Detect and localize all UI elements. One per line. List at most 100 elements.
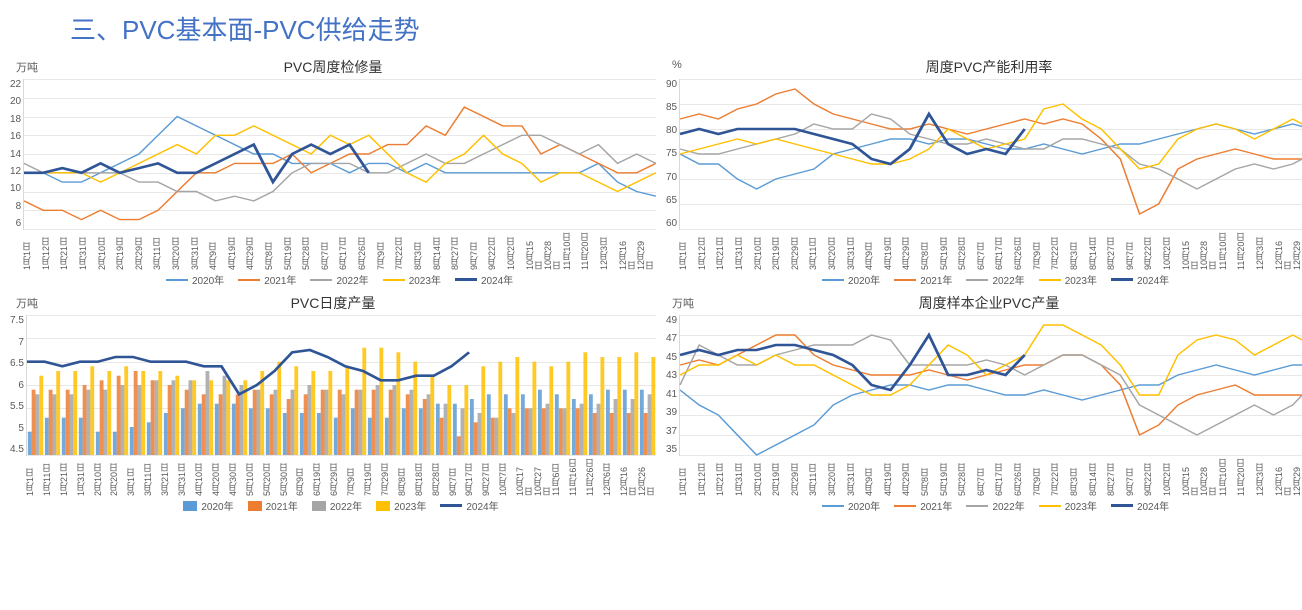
bar-y2022 — [86, 390, 90, 455]
bar-y2021 — [593, 413, 597, 455]
legend-item-y2022: 2022年 — [312, 498, 362, 513]
bar-y2020 — [198, 404, 202, 455]
swatch — [894, 505, 916, 507]
chart-panel-br: 万吨周度样本企业PVC产量49474543413937351月1日1月12日1月… — [666, 291, 1302, 523]
x-tick: 8月27日 — [1107, 458, 1126, 496]
x-tick: 1月11日 — [43, 458, 60, 496]
swatch — [1111, 278, 1133, 281]
plot-area — [679, 315, 1302, 456]
bar-y2021 — [287, 399, 291, 455]
bar-y2023 — [566, 362, 570, 455]
legend: 2020年2021年2022年2023年2024年 — [679, 272, 1302, 287]
x-tick: 12月29日 — [1293, 232, 1302, 270]
bar-y2022 — [512, 413, 516, 455]
bar-y2021 — [338, 390, 342, 455]
bar-y2023 — [141, 371, 145, 455]
bar-y2022 — [596, 404, 600, 455]
legend-item-y2023: 2023年 — [1039, 272, 1097, 287]
x-tick: 1月21日 — [716, 232, 735, 270]
x-tick: 9月7日 — [449, 458, 466, 496]
x-tick: 5月28日 — [302, 232, 321, 270]
bar-y2023 — [396, 352, 400, 455]
x-tick: 6月17日 — [339, 232, 358, 270]
legend-label: 2022年 — [992, 272, 1024, 287]
bar-y2021 — [185, 390, 189, 455]
x-tick: 1月21日 — [60, 458, 77, 496]
swatch — [966, 279, 988, 281]
x-tick: 6月7日 — [321, 232, 340, 270]
bar-y2022 — [154, 380, 158, 455]
bar-y2021 — [168, 385, 172, 455]
y-tick: 7.5 — [10, 315, 24, 326]
x-tick: 2月19日 — [116, 232, 135, 270]
legend-label: 2020年 — [848, 498, 880, 513]
bar-y2023 — [651, 357, 655, 455]
chart-panel-bl: 万吨PVC日度产量7.576.565.554.51月1日1月11日1月21日1月… — [10, 291, 656, 523]
y-tick: 6.5 — [10, 358, 24, 369]
x-tick: 8月14日 — [1089, 458, 1108, 496]
bar-y2021 — [406, 394, 410, 455]
legend-label: 2021年 — [264, 272, 296, 287]
x-tick: 10月7日 — [499, 458, 516, 496]
x-tick: 5月8日 — [921, 458, 940, 496]
x-tick: 3月11日 — [144, 458, 161, 496]
legend-item-y2021: 2021年 — [894, 272, 952, 287]
x-tick: 12月6日 — [603, 458, 620, 496]
y-unit: 万吨 — [16, 295, 38, 311]
legend-label: 2021年 — [920, 272, 952, 287]
x-tick: 5月28日 — [958, 458, 977, 496]
bar-y2021 — [389, 390, 393, 455]
x-tick: 1月12日 — [698, 232, 717, 270]
y-unit: 万吨 — [16, 59, 38, 75]
bar-y2021 — [423, 399, 427, 455]
bar-y2022 — [563, 408, 567, 455]
plot-area — [26, 315, 656, 456]
bar-y2022 — [494, 418, 498, 455]
bar-y2020 — [470, 399, 474, 455]
page-title: 三、PVC基本面-PVC供给走势 — [70, 10, 1302, 47]
x-tick: 1月21日 — [716, 458, 735, 496]
x-tick: 5月19日 — [940, 458, 959, 496]
legend-label: 2024年 — [481, 272, 513, 287]
x-tick: 10月17日 — [516, 458, 534, 496]
y-tick: 6 — [18, 380, 24, 391]
x-tick: 10月2日 — [1163, 232, 1182, 270]
x-tick: 1月12日 — [42, 232, 61, 270]
chart-title: 周度PVC产能利用率 — [666, 57, 1302, 77]
x-axis: 1月1日1月11日1月21日1月31日2月10日2月20日3月1日3月11日3月… — [26, 458, 656, 496]
x-tick: 8月3日 — [1070, 458, 1089, 496]
x-tick: 2月10日 — [98, 232, 117, 270]
chart-panel-tr: %周度PVC产能利用率908580757065601月1日1月12日1月21日1… — [666, 55, 1302, 287]
x-tick: 1月21日 — [60, 232, 79, 270]
legend-item-y2022: 2022年 — [966, 498, 1024, 513]
legend-item-y2021: 2021年 — [238, 272, 296, 287]
swatch — [238, 279, 260, 281]
legend-label: 2023年 — [1065, 498, 1097, 513]
legend-item-y2022: 2022年 — [966, 272, 1024, 287]
bar-y2020 — [62, 418, 66, 455]
bar-y2023 — [294, 366, 298, 455]
x-tick: 4月19日 — [884, 458, 903, 496]
bar-y2023 — [532, 362, 536, 455]
x-tick: 4月20日 — [212, 458, 229, 496]
bar-y2020 — [283, 413, 287, 455]
bar-y2021 — [304, 394, 308, 455]
legend-label: 2022年 — [992, 498, 1024, 513]
bar-y2022 — [477, 413, 481, 455]
bar-y2023 — [226, 380, 230, 455]
x-tick: 10月28日 — [1200, 458, 1219, 496]
bar-y2021 — [491, 418, 495, 455]
legend-label: 2022年 — [336, 272, 368, 287]
y-tick: 5 — [18, 423, 24, 434]
x-tick: 1月31日 — [735, 232, 754, 270]
x-tick: 1月31日 — [77, 458, 94, 496]
bar-y2020 — [181, 408, 185, 455]
x-tick: 12月3日 — [1256, 232, 1275, 270]
plot-area — [679, 79, 1302, 230]
legend-label: 2024年 — [1137, 498, 1169, 513]
x-tick: 12月26日 — [638, 458, 656, 496]
bar-y2023 — [549, 366, 553, 455]
y-tick: 90 — [666, 79, 677, 90]
x-tick: 9月22日 — [1144, 232, 1163, 270]
bar-y2023 — [277, 362, 281, 455]
